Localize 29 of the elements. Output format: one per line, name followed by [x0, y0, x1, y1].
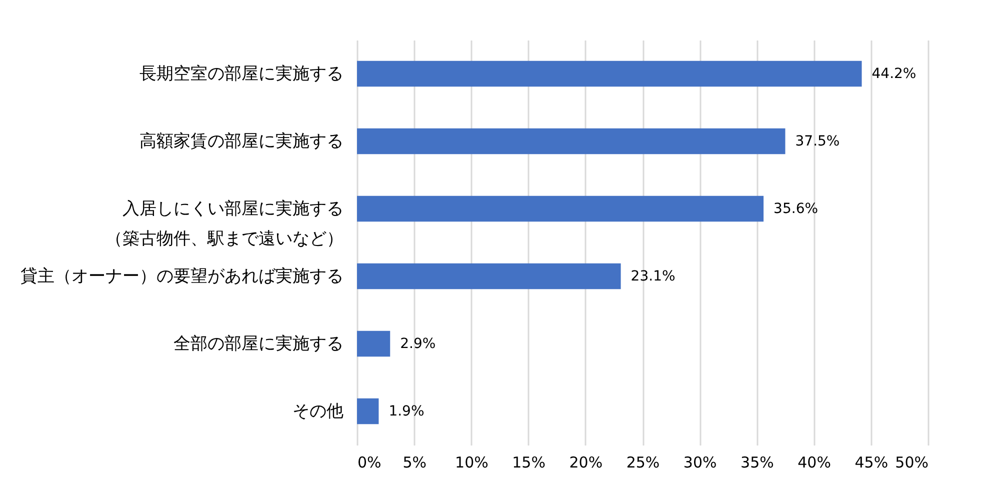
- bar: [357, 398, 379, 424]
- data-label: 2.9%: [400, 336, 436, 352]
- y-tick-label: 全部の部屋に実施する: [174, 334, 344, 354]
- data-label: 37.5%: [795, 133, 840, 150]
- x-tick-label: 50%: [895, 454, 928, 472]
- x-tick-label: 30%: [683, 454, 717, 472]
- data-label: 44.2%: [872, 66, 916, 82]
- bar: [357, 196, 764, 222]
- x-tick-label: 5%: [402, 454, 426, 472]
- x-tick-label: 25%: [626, 454, 660, 472]
- y-tick-label: 高額家賃の部屋に実施する: [140, 131, 344, 152]
- x-tick-label: 15%: [512, 454, 546, 472]
- y-tick-label: 長期空室の部屋に実施する: [140, 64, 344, 84]
- data-label: 35.6%: [774, 200, 818, 217]
- y-tick-label: 入居しにくい部屋に実施する（築古物件、駅まで遠いなど）: [106, 198, 344, 249]
- data-label: 23.1%: [630, 268, 676, 284]
- data-label: 1.9%: [388, 403, 424, 420]
- x-tick-label: 10%: [455, 454, 488, 472]
- x-tick-label: 35%: [740, 454, 774, 472]
- bar: [357, 263, 621, 290]
- x-tick-label: 45%: [854, 454, 888, 472]
- bar: [357, 330, 390, 357]
- x-tick-label: 20%: [569, 454, 603, 472]
- x-tick-label: 0%: [358, 454, 382, 472]
- x-tick-label: 40%: [798, 454, 831, 472]
- y-tick-label: その他: [292, 401, 344, 422]
- bar: [357, 128, 786, 154]
- y-tick-label: 貸主（オーナー）の要望があれば実施する: [20, 266, 344, 286]
- bar: [357, 60, 862, 87]
